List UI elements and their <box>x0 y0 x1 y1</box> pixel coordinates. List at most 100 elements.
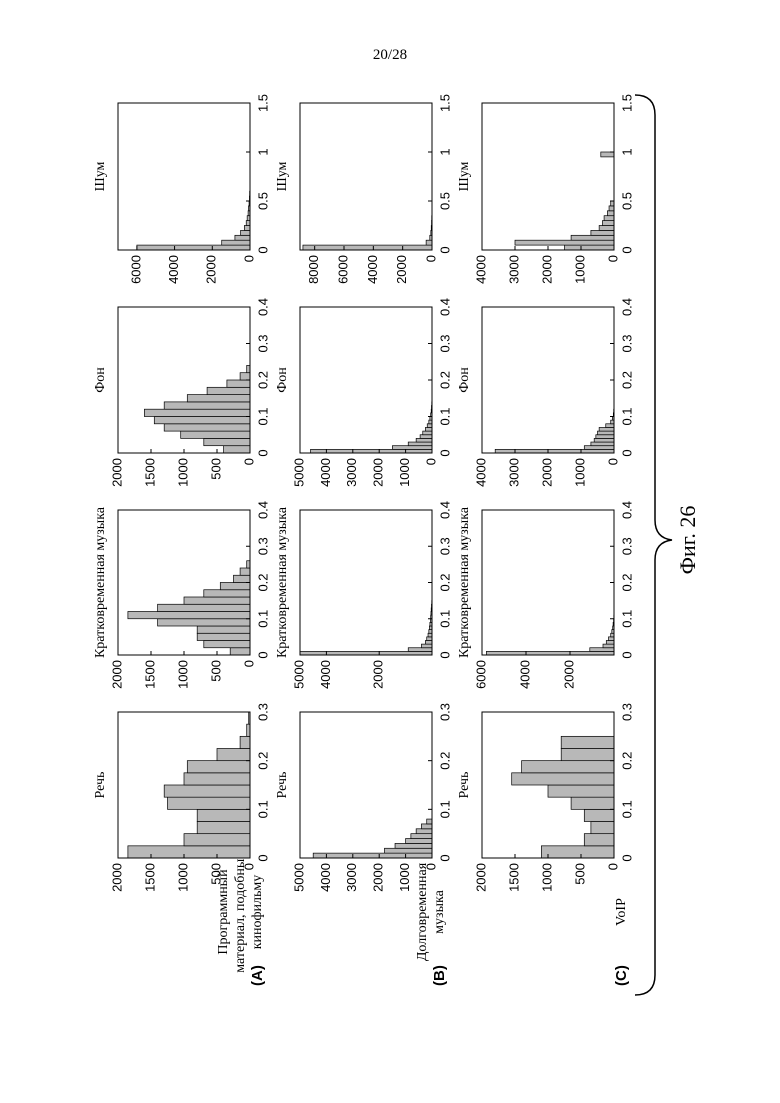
x-tick-label: 0.2 <box>255 371 270 389</box>
x-tick-label: 0 <box>619 651 634 658</box>
plot-frame <box>482 307 614 453</box>
bar <box>599 427 614 431</box>
x-tick-label: 0 <box>437 854 452 861</box>
plot-frame <box>300 510 432 655</box>
y-tick-label: 2000 <box>109 863 124 892</box>
bar <box>609 206 614 211</box>
bar <box>204 590 250 597</box>
x-tick-label: 0.1 <box>619 407 634 425</box>
x-tick-label: 0.2 <box>255 752 270 770</box>
page: 20/28 Фиг. 26 Программныйматериал, подоб… <box>0 0 780 1103</box>
bar <box>128 846 250 858</box>
bar <box>197 626 250 633</box>
bar <box>311 449 432 453</box>
bar <box>421 644 432 648</box>
y-tick-label: 2000 <box>109 458 124 487</box>
bar <box>420 435 432 439</box>
bar <box>411 834 432 839</box>
x-tick-label: 0 <box>437 449 452 456</box>
bar <box>184 597 250 604</box>
chart-title: Кратковременная музыка <box>275 506 290 658</box>
bar <box>197 809 250 821</box>
x-tick-label: 0.2 <box>437 371 452 389</box>
y-tick-label: 0 <box>241 458 256 465</box>
y-tick-label: 0 <box>605 863 620 870</box>
x-tick-label: 0.2 <box>437 752 452 770</box>
x-tick-label: 0.5 <box>437 192 452 210</box>
y-tick-label: 500 <box>208 863 223 885</box>
y-tick-label: 2000 <box>539 458 554 487</box>
row-label: кинофильму <box>250 875 265 950</box>
x-tick-label: 1 <box>619 148 634 155</box>
y-tick-label: 2000 <box>204 255 219 284</box>
bar <box>234 575 251 582</box>
chart-title: Речь <box>457 772 472 799</box>
y-tick-label: 5000 <box>291 660 306 689</box>
bar <box>599 226 614 231</box>
bar <box>224 446 250 453</box>
chart-title: Шум <box>275 161 290 191</box>
row-letter: (A) <box>249 965 266 986</box>
x-tick-label: 0.2 <box>255 573 270 591</box>
bar <box>220 583 250 590</box>
bar <box>423 431 432 435</box>
bar <box>244 226 250 231</box>
bar <box>217 749 250 761</box>
x-tick-label: 1.5 <box>437 94 452 112</box>
x-tick-label: 0.3 <box>437 537 452 555</box>
y-tick-label: 6000 <box>128 255 143 284</box>
bar <box>606 424 614 428</box>
bar <box>561 749 614 761</box>
bar <box>300 651 432 655</box>
y-tick-label: 500 <box>208 458 223 480</box>
bar <box>591 230 614 235</box>
bar <box>406 839 432 844</box>
bar <box>164 424 250 431</box>
bar <box>512 773 614 785</box>
x-tick-label: 0.1 <box>619 800 634 818</box>
bar <box>561 736 614 748</box>
bar <box>591 822 614 834</box>
row-label: музыка <box>432 889 447 933</box>
chart-title: Речь <box>275 772 290 799</box>
bar <box>425 427 432 431</box>
x-tick-label: 0 <box>255 449 270 456</box>
bar <box>602 221 614 226</box>
bar <box>235 235 250 240</box>
x-tick-label: 1.5 <box>619 94 634 112</box>
y-tick-label: 2000 <box>371 660 386 689</box>
x-tick-label: 0.1 <box>255 610 270 628</box>
y-tick-label: 0 <box>241 255 256 262</box>
y-tick-label: 1000 <box>397 458 412 487</box>
y-tick-label: 4000 <box>318 660 333 689</box>
chart-title: Речь <box>93 772 108 799</box>
bar <box>584 809 614 821</box>
bar <box>207 387 250 394</box>
figure: Фиг. 26 Программныйматериал, подобныйкин… <box>80 80 720 1000</box>
row-label: VoIP <box>614 898 629 926</box>
bar <box>384 848 432 853</box>
x-tick-label: 0.1 <box>437 407 452 425</box>
bar <box>416 829 432 834</box>
bar <box>222 240 250 245</box>
bar <box>227 380 250 387</box>
y-tick-label: 1000 <box>539 863 554 892</box>
y-tick-label: 0 <box>423 458 438 465</box>
bar <box>181 431 250 438</box>
y-tick-label: 1000 <box>397 863 412 892</box>
bar <box>427 819 432 824</box>
bar <box>240 373 250 380</box>
bar <box>596 435 614 439</box>
bar <box>590 648 614 652</box>
bar <box>427 424 432 428</box>
y-tick-label: 6000 <box>473 660 488 689</box>
y-tick-label: 0 <box>241 660 256 667</box>
y-tick-label: 6000 <box>335 255 350 284</box>
bar <box>486 651 614 655</box>
x-tick-label: 1 <box>437 148 452 155</box>
x-tick-label: 0.3 <box>437 334 452 352</box>
y-tick-label: 4000 <box>318 863 333 892</box>
x-tick-label: 0.5 <box>255 192 270 210</box>
row-letter: (C) <box>613 965 630 986</box>
y-tick-label: 1000 <box>572 458 587 487</box>
